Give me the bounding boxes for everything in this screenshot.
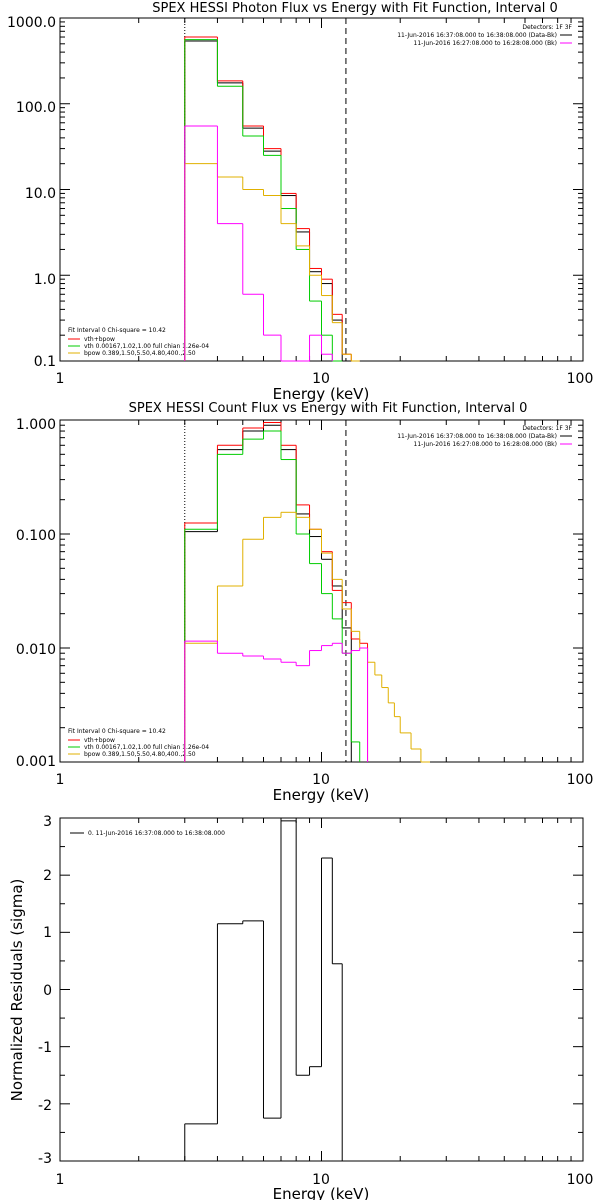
legend-vth: vth 0.00167,1.02,1.00 full chian 1.26e-0… (84, 343, 209, 350)
panel2-legend-topright: Detectors: 1F 3F 11-Jun-2016 16:37:08.00… (397, 425, 572, 448)
panel3-axis-ticks (59, 817, 583, 1162)
panel1-xtick-label: 1 (56, 371, 65, 387)
series-bpow (184, 511, 431, 763)
legend-fit-interval: Fit Interval 0 Chi-square = 10.42 (68, 327, 166, 334)
panel2-xtick-label: 1 (56, 772, 65, 788)
panel1-plot-area (184, 18, 360, 362)
series-bkg (184, 640, 369, 762)
series-bpow (184, 163, 360, 362)
panel1-legend-topright: Detectors: 1F 3F 11-Jun-2016 16:37:08.00… (397, 24, 572, 47)
legend-bk-interval: 11-Jun-2016 16:27:08.000 to 16:28:08.000… (414, 441, 557, 448)
panel2-xtick-label: 10 (312, 772, 330, 788)
series-data (184, 820, 352, 1162)
legend-bk-interval: 11-Jun-2016 16:27:08.000 to 16:28:08.000… (414, 40, 557, 47)
series-bkg (184, 125, 333, 362)
residuals-panel: 3 2 1 0 -1 -2 -3 1 10 100 Energy (keV) N… (8, 814, 593, 1200)
panel3-plot-area (184, 820, 352, 1162)
panel1-legend-bottomleft: Fit Interval 0 Chi-square = 10.42 vth+bp… (68, 327, 209, 357)
legend-fit-interval: Fit Interval 0 Chi-square = 10.42 (68, 728, 166, 735)
legend-data-interval: 11-Jun-2016 16:37:08.000 to 16:38:08.000… (397, 32, 557, 39)
legend-detectors: Detectors: 1F 3F (522, 24, 572, 31)
legend-residuals-interval: 0. 11-Jun-2016 16:37:08.000 to 16:38:08.… (88, 830, 225, 837)
panel1-xtick-label: 100 (567, 371, 594, 387)
legend-total: vth+bpow (84, 737, 115, 744)
panel3-ytick-label: 3 (43, 814, 52, 830)
panel3-ytick-label: 2 (43, 868, 52, 884)
legend-bpow: bpow 0.389,1.50,5.50,4.80,400.,2.50 (84, 350, 196, 357)
panel2-ytick-label: 0.010 (16, 642, 56, 658)
panel1-ytick-label: 100.0 (16, 100, 56, 116)
panel3-xlabel: Energy (keV) (273, 1185, 370, 1200)
legend-bpow: bpow 0.389,1.50,5.50,4.80,400.,2.50 (84, 751, 196, 758)
series-total (184, 422, 369, 762)
panel3-ytick-label: 0 (43, 983, 52, 999)
panel3-ylabel: Normalized Residuals (sigma) (8, 879, 26, 1102)
panel2-xlabel: Energy (keV) (273, 786, 370, 804)
panel1-xlabel: Energy (keV) (273, 385, 370, 403)
panel2-legend-bottomleft: Fit Interval 0 Chi-square = 10.42 vth+bp… (68, 728, 209, 758)
photon-flux-panel: SPEX HESSI Photon Flux vs Energy with Fi… (7, 1, 593, 403)
panel1-ytick-label: 1000.0 (7, 15, 56, 31)
legend-total: vth+bpow (84, 336, 115, 343)
panel3-xtick-label: 10 (312, 1172, 330, 1188)
panel3-ytick-label: -2 (38, 1098, 52, 1114)
count-flux-panel: SPEX HESSI Count Flux vs Energy with Fit… (16, 401, 593, 804)
panel2-title: SPEX HESSI Count Flux vs Energy with Fit… (129, 401, 528, 416)
panel2-ytick-label: 1.000 (16, 417, 56, 433)
panel3-xtick-label: 100 (567, 1172, 594, 1188)
panel1-ytick-label: 1.0 (34, 272, 56, 288)
panel2-ytick-label: 0.001 (16, 754, 56, 770)
panel1-ytick-label: 10.0 (25, 186, 56, 202)
legend-data-interval: 11-Jun-2016 16:37:08.000 to 16:38:08.000… (397, 433, 557, 440)
panel2-axis-ticks (59, 420, 583, 763)
legend-detectors: Detectors: 1F 3F (522, 425, 572, 432)
panel2-plot-area (184, 420, 431, 763)
panel1-xtick-label: 10 (312, 371, 330, 387)
legend-vth: vth 0.00167,1.02,1.00 full chian 1.26e-0… (84, 744, 209, 751)
series-vth (184, 430, 361, 762)
panel1-ytick-label: 0.1 (34, 354, 56, 370)
panel1-axis-ticks (59, 18, 583, 362)
panel3-ytick-label: -1 (38, 1040, 52, 1056)
series-total (184, 36, 360, 362)
panel2-ytick-label: 0.100 (16, 528, 56, 544)
panel3-xtick-label: 1 (56, 1172, 65, 1188)
panel3-ytick-label: -3 (38, 1151, 52, 1167)
panel2-xtick-label: 100 (567, 772, 594, 788)
series-data (184, 40, 352, 362)
panel1-title: SPEX HESSI Photon Flux vs Energy with Fi… (152, 1, 558, 16)
panel3-legend: 0. 11-Jun-2016 16:37:08.000 to 16:38:08.… (70, 830, 225, 837)
panel3-ytick-label: 1 (43, 925, 52, 941)
